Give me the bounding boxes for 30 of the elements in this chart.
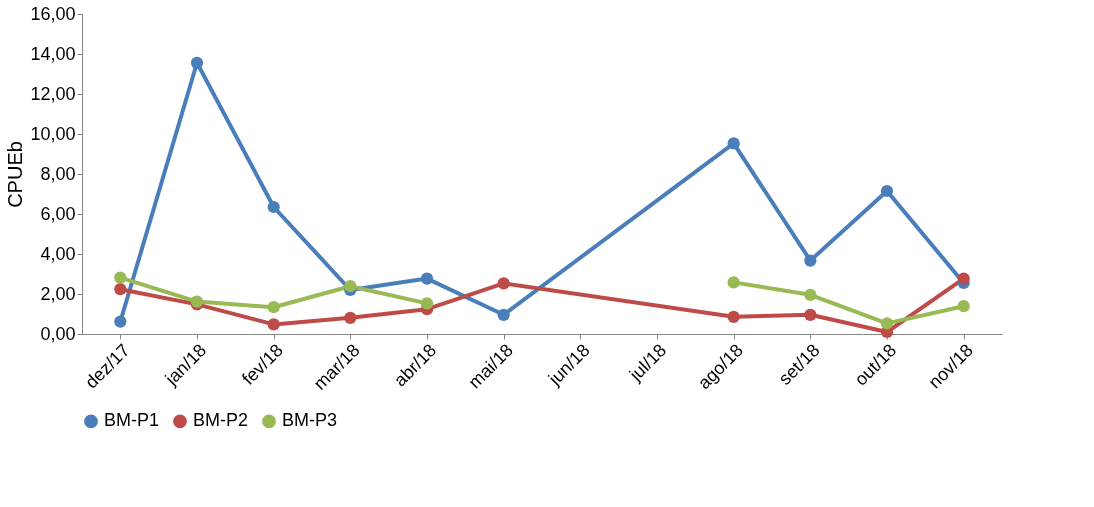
y-tick-label: 0,00 — [40, 323, 76, 344]
point — [114, 283, 127, 296]
y-tick-label: 4,00 — [40, 243, 76, 264]
point — [344, 311, 357, 324]
point — [804, 288, 817, 301]
point — [727, 276, 740, 289]
point — [880, 317, 894, 330]
point — [957, 300, 970, 313]
legend-label: BM-P3 — [282, 410, 338, 431]
point — [344, 280, 357, 293]
point — [190, 56, 204, 69]
point — [497, 308, 510, 321]
y-axis-title: CPUEb — [4, 141, 27, 208]
y-tick-label: 10,00 — [30, 123, 76, 144]
point — [267, 318, 280, 331]
y-tick-label: 6,00 — [40, 203, 76, 224]
y-tick-label: 16,00 — [30, 3, 76, 24]
point — [420, 272, 434, 285]
y-tick-label: 12,00 — [30, 83, 76, 104]
point — [420, 297, 434, 310]
legend-label: BM-P2 — [193, 410, 249, 431]
y-tick-label: 14,00 — [30, 43, 76, 64]
point — [114, 271, 127, 284]
legend-label: BM-P1 — [104, 410, 160, 431]
point — [114, 315, 127, 328]
y-tick-label: 2,00 — [40, 283, 76, 304]
point — [267, 200, 280, 214]
point — [497, 277, 510, 290]
y-tick-label: 8,00 — [40, 163, 76, 184]
point — [267, 301, 280, 314]
